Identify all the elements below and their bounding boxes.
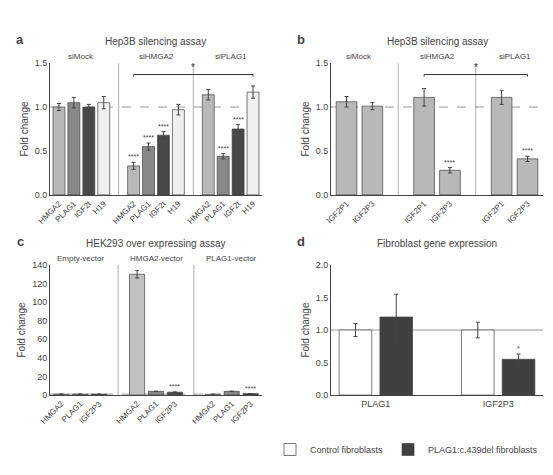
svg-text:HMGA2: HMGA2 [191,399,218,426]
svg-text:****: **** [169,383,180,390]
svg-text:IGF2P3: IGF2P3 [483,399,514,409]
svg-text:20: 20 [37,372,47,382]
svg-text:IGF2P3: IGF2P3 [153,399,179,425]
svg-text:IGF2t: IGF2t [73,199,94,220]
svg-text:Hep3B silencing assay: Hep3B silencing assay [387,36,488,47]
svg-text:0.5: 0.5 [35,146,48,156]
svg-text:PLAG1: PLAG1 [136,399,161,424]
svg-text:120: 120 [32,279,47,289]
svg-text:1.5: 1.5 [35,58,48,68]
svg-text:Empty-vector: Empty-vector [57,254,104,263]
svg-text:*: * [474,62,478,73]
svg-text:H19: H19 [91,199,108,216]
svg-text:IGF2P3: IGF2P3 [506,199,532,225]
svg-text:Fibroblast gene expression: Fibroblast gene expression [377,238,497,249]
svg-text:40: 40 [37,353,47,363]
svg-text:c: c [17,234,24,249]
svg-text:siPLAG1: siPLAG1 [499,52,531,61]
svg-text:HMGA2: HMGA2 [39,399,66,426]
svg-text:****: **** [128,153,139,160]
svg-text:HMGA2: HMGA2 [186,199,213,226]
svg-text:H19: H19 [241,199,258,216]
svg-text:****: **** [218,145,229,152]
svg-text:1.0: 1.0 [35,102,48,112]
svg-text:PLAG1: PLAG1 [128,199,153,224]
svg-text:100: 100 [32,297,47,307]
svg-text:2.0: 2.0 [316,260,329,270]
svg-text:PLAG1: PLAG1 [211,399,236,424]
svg-text:0: 0 [42,390,47,400]
svg-text:0.5: 0.5 [316,146,329,156]
svg-text:Control fibroblasts: Control fibroblasts [310,445,383,455]
svg-text:Fold change: Fold change [19,101,30,156]
svg-text:Fold change: Fold change [300,302,311,357]
svg-text:*: * [191,62,195,73]
svg-text:IGF2P3: IGF2P3 [78,399,104,425]
svg-text:IGF2P1: IGF2P1 [402,199,428,225]
svg-text:IGF2t: IGF2t [222,199,243,220]
svg-text:0.5: 0.5 [316,358,329,368]
svg-text:siPLAG1: siPLAG1 [215,52,247,61]
svg-text:60: 60 [37,334,47,344]
svg-text:PLAG1-vector: PLAG1-vector [206,254,257,263]
svg-text:****: **** [522,147,533,154]
svg-text:IGF2P3: IGF2P3 [428,199,454,225]
svg-text:****: **** [233,116,244,123]
svg-text:HEK293 over expressing assay: HEK293 over expressing assay [86,238,226,249]
svg-text:80: 80 [37,316,47,326]
svg-text:140: 140 [32,260,47,270]
svg-text:Fold change: Fold change [16,302,27,357]
svg-text:Hep3B silencing assay: Hep3B silencing assay [105,36,206,47]
svg-text:1.0: 1.0 [316,325,329,335]
svg-text:PLAG1:c.439del fibroblasts: PLAG1:c.439del fibroblasts [428,445,538,455]
svg-text:****: **** [245,385,256,392]
svg-text:IGF2t: IGF2t [147,199,168,220]
svg-text:****: **** [158,123,169,130]
svg-text:IGF2P1: IGF2P1 [480,199,506,225]
svg-text:IGF2P1: IGF2P1 [325,199,351,225]
svg-text:siMock: siMock [68,52,94,61]
svg-text:HMGA2: HMGA2 [37,199,64,226]
svg-text:0.0: 0.0 [35,190,48,200]
svg-text:1.5: 1.5 [316,58,329,68]
svg-text:Fold change: Fold change [300,101,311,156]
svg-text:H19: H19 [166,199,183,216]
svg-text:IGF2P3: IGF2P3 [229,399,255,425]
svg-text:0.0: 0.0 [316,190,329,200]
svg-text:PLAG1: PLAG1 [361,399,390,409]
svg-text:PLAG1: PLAG1 [203,199,228,224]
svg-text:1.0: 1.0 [316,102,329,112]
svg-text:PLAG1: PLAG1 [60,399,85,424]
svg-text:****: **** [143,134,154,141]
svg-text:HMGA2-vector: HMGA2-vector [130,254,183,263]
svg-text:a: a [16,32,24,47]
svg-text:0.0: 0.0 [316,390,329,400]
svg-text:PLAG1: PLAG1 [54,199,79,224]
svg-text:siHMGA2: siHMGA2 [139,52,174,61]
svg-text:1.5: 1.5 [316,293,329,303]
svg-text:HMGA2: HMGA2 [115,399,142,426]
svg-text:b: b [297,32,305,47]
svg-text:d: d [297,234,305,249]
svg-text:****: **** [444,159,455,166]
svg-text:siHMGA2: siHMGA2 [420,52,455,61]
svg-text:*: * [517,345,520,352]
svg-text:siMock: siMock [346,52,372,61]
svg-text:HMGA2: HMGA2 [111,199,138,226]
svg-text:IGF2P3: IGF2P3 [351,199,377,225]
